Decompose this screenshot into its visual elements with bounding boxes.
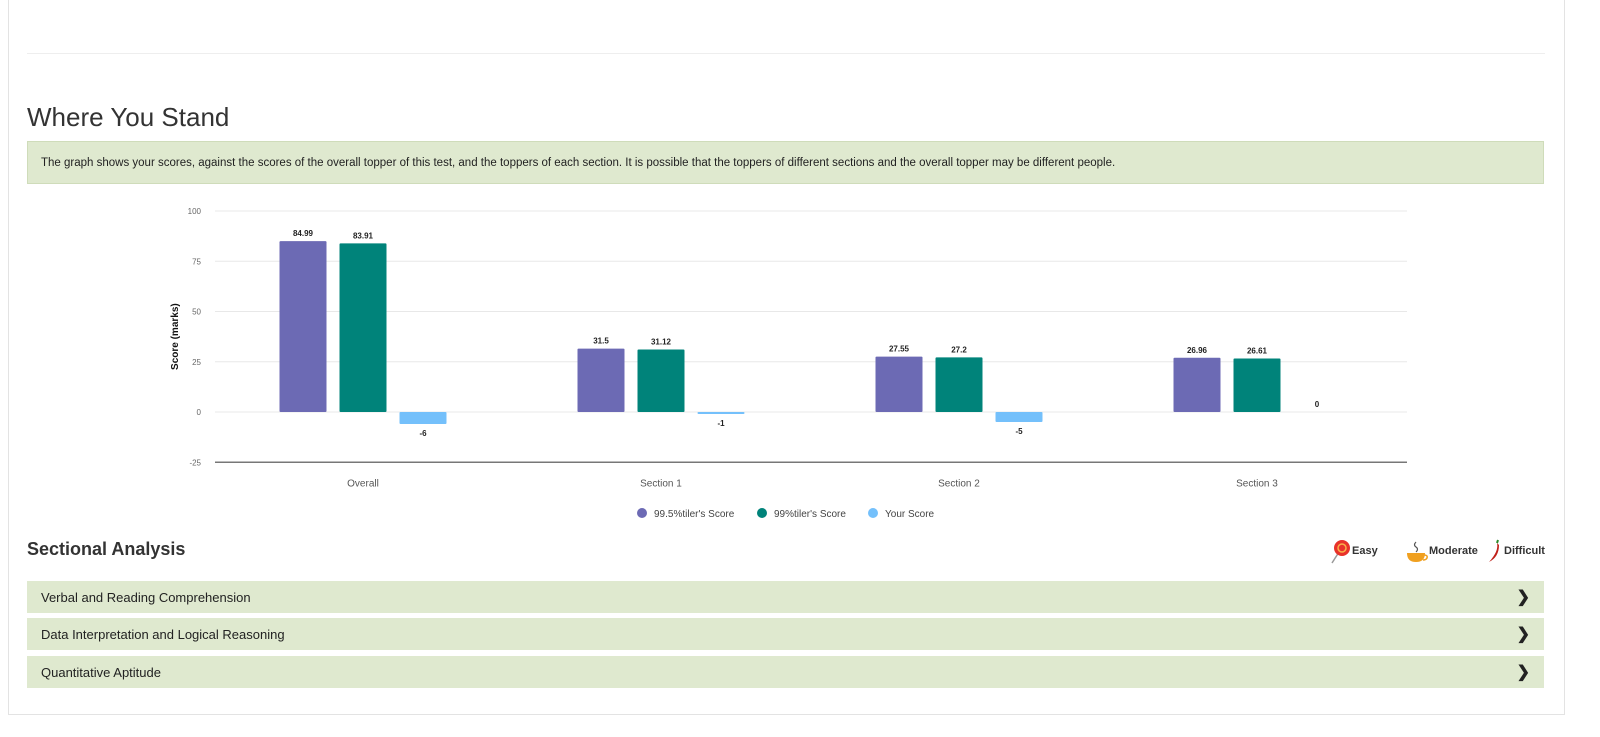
- y-tick-label: 50: [192, 308, 201, 317]
- bar: [577, 348, 625, 412]
- y-tick-label: 75: [192, 257, 201, 266]
- difficulty-label: Moderate: [1429, 545, 1478, 557]
- chevron-right-icon: ❯: [1516, 589, 1530, 606]
- bar: [875, 356, 923, 412]
- legend-label: Your Score: [885, 509, 935, 520]
- legend-swatch: [637, 508, 647, 518]
- lollipop-icon: [1331, 540, 1350, 564]
- y-tick-label: 0: [197, 408, 202, 417]
- data-label: 84.99: [293, 229, 314, 238]
- difficulty-moderate: Moderate: [1405, 538, 1478, 564]
- data-label: 83.91: [353, 231, 374, 240]
- data-label: 26.61: [1247, 347, 1268, 356]
- y-axis-label: Score (marks): [170, 303, 181, 370]
- data-label: -5: [1015, 427, 1023, 436]
- chevron-right-icon: ❯: [1516, 626, 1530, 643]
- y-tick-label: 100: [188, 207, 202, 216]
- data-label: -6: [419, 429, 427, 438]
- data-label: 27.55: [889, 345, 910, 354]
- bar: [279, 241, 327, 412]
- data-label: 0: [1315, 400, 1320, 409]
- tea-cup-icon: [1407, 541, 1428, 562]
- legend-swatch: [757, 508, 767, 518]
- bar: [399, 412, 447, 425]
- y-tick-label: -25: [189, 458, 201, 467]
- chili-icon: [1489, 539, 1499, 562]
- data-label: -1: [717, 419, 725, 428]
- bar: [935, 357, 983, 412]
- section-accordion-dilr[interactable]: Data Interpretation and Logical Reasonin…: [27, 618, 1544, 650]
- difficulty-easy: Easy: [1328, 538, 1378, 564]
- sectional-analysis-title: Sectional Analysis: [27, 539, 186, 559]
- bar: [697, 412, 745, 415]
- accordion-label: Verbal and Reading Comprehension: [41, 589, 251, 605]
- section-accordion-quant[interactable]: Quantitative Aptitude ❯: [27, 656, 1544, 688]
- difficulty-label: Easy: [1352, 545, 1378, 557]
- data-label: 31.12: [651, 337, 672, 346]
- divider: [27, 53, 1545, 54]
- section-accordion-verbal[interactable]: Verbal and Reading Comprehension ❯: [27, 581, 1544, 613]
- accordion-label: Quantitative Aptitude: [41, 664, 161, 680]
- bar: [1173, 357, 1221, 412]
- accordion-label: Data Interpretation and Logical Reasonin…: [41, 626, 285, 642]
- score-chart: 100 75 50 25 0 -25 Score (marks) 84.99 83.91 -6 Ov…: [170, 207, 1407, 520]
- bar: [1233, 358, 1281, 412]
- legend-label: 99.5%tiler's Score: [654, 509, 735, 520]
- y-tick-label: 25: [192, 358, 201, 367]
- data-label: 31.5: [593, 337, 609, 346]
- bar: [637, 349, 685, 412]
- legend-label: 99%tiler's Score: [774, 509, 846, 520]
- x-tick-label: Section 2: [938, 478, 980, 489]
- chevron-right-icon: ❯: [1516, 664, 1530, 681]
- bar: [339, 243, 387, 412]
- difficulty-difficult: Difficult: [1486, 538, 1545, 564]
- panel: [8, 0, 1565, 715]
- x-tick-label: Overall: [347, 478, 379, 489]
- legend-swatch: [868, 508, 878, 518]
- difficulty-label: Difficult: [1504, 545, 1545, 557]
- x-tick-label: Section 1: [640, 478, 682, 489]
- page-title: Where You Stand: [27, 102, 230, 132]
- x-tick-label: Section 3: [1236, 478, 1278, 489]
- data-label: 27.2: [951, 345, 967, 354]
- bar: [995, 412, 1043, 423]
- info-banner: The graph shows your scores, against the…: [27, 141, 1544, 184]
- data-label: 26.96: [1187, 346, 1208, 355]
